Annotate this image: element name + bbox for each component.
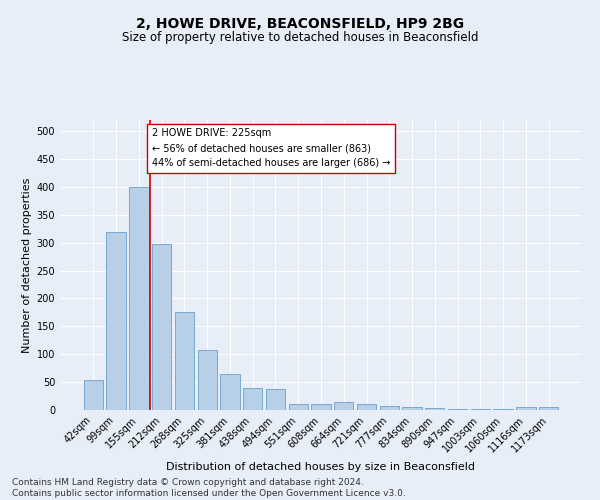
Bar <box>448 409 467 410</box>
Bar <box>129 187 149 410</box>
Text: Contains HM Land Registry data © Crown copyright and database right 2024.
Contai: Contains HM Land Registry data © Crown c… <box>12 478 406 498</box>
Bar <box>334 402 353 410</box>
Bar <box>403 407 422 410</box>
Bar <box>220 374 239 410</box>
Text: Size of property relative to detached houses in Beaconsfield: Size of property relative to detached ho… <box>122 31 478 44</box>
Bar <box>516 407 536 410</box>
Bar <box>175 312 194 410</box>
Bar <box>243 388 262 410</box>
Text: 2, HOWE DRIVE, BEACONSFIELD, HP9 2BG: 2, HOWE DRIVE, BEACONSFIELD, HP9 2BG <box>136 18 464 32</box>
Bar <box>197 350 217 410</box>
Bar <box>289 404 308 410</box>
Bar <box>380 406 399 410</box>
Bar <box>266 390 285 410</box>
Bar <box>425 408 445 410</box>
Bar <box>357 404 376 410</box>
Bar <box>152 244 172 410</box>
Y-axis label: Number of detached properties: Number of detached properties <box>22 178 32 352</box>
Text: 2 HOWE DRIVE: 225sqm
← 56% of detached houses are smaller (863)
44% of semi-deta: 2 HOWE DRIVE: 225sqm ← 56% of detached h… <box>152 128 391 168</box>
Bar <box>84 380 103 410</box>
Bar <box>311 404 331 410</box>
Bar <box>106 232 126 410</box>
Bar <box>539 406 558 410</box>
X-axis label: Distribution of detached houses by size in Beaconsfield: Distribution of detached houses by size … <box>167 462 476 472</box>
